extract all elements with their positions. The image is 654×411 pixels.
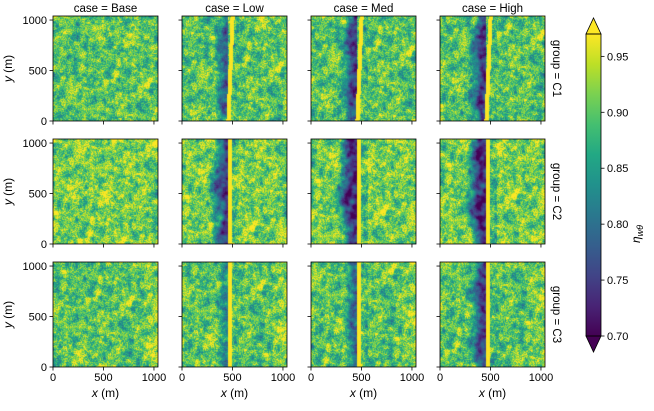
x-axis-label: x (m) <box>220 386 248 400</box>
heatmap-image <box>311 16 416 121</box>
panel-frame <box>52 15 159 122</box>
row-title: group = C3 <box>550 286 562 343</box>
row-title: group = C1 <box>550 40 562 97</box>
colorbar-tick-label: 0.75 <box>607 275 628 287</box>
x-tick-label: 1000 <box>271 372 295 384</box>
colorbar-gradient <box>586 34 601 336</box>
y-tick-label: 1000 <box>23 15 47 27</box>
panel-frame <box>181 138 288 245</box>
colorbar-tick-label: 0.85 <box>607 163 628 175</box>
y-axis-label: y (m) <box>1 55 15 83</box>
colorbar-tick-label: 0.80 <box>607 219 628 231</box>
y-tick-label: 0 <box>41 239 47 251</box>
panel-frame <box>52 261 159 368</box>
y-tick-label: 1000 <box>23 138 47 150</box>
x-tick-label: 500 <box>481 372 499 384</box>
panel-frame <box>439 138 546 245</box>
column-title: case = Med <box>334 3 394 15</box>
heatmap-panel-c2-high <box>436 138 546 248</box>
heatmap-panel-c3-base <box>49 261 159 371</box>
x-axis-label: x (m) <box>349 386 377 400</box>
heatmap-image <box>182 16 287 121</box>
colorbar-label: ηwθ <box>629 225 645 243</box>
heatmap-image <box>182 262 287 367</box>
y-tick-label: 500 <box>29 66 47 78</box>
panel-frame <box>181 15 288 122</box>
panel-frame <box>439 261 546 368</box>
colorbar-extend-max <box>585 17 602 35</box>
panel-frame <box>310 15 417 122</box>
heatmap-panel-c2-med <box>307 138 417 248</box>
panel-frame <box>439 15 546 122</box>
panel-frame <box>52 138 159 245</box>
heatmap-image <box>440 139 545 244</box>
heatmap-panel-c1-base <box>49 15 159 125</box>
heatmap-image <box>440 262 545 367</box>
x-tick-label: 1000 <box>529 372 553 384</box>
x-axis-label: x (m) <box>478 386 506 400</box>
x-tick-label: 1000 <box>400 372 424 384</box>
colorbar-extend-min <box>585 335 602 353</box>
y-axis-label: y (m) <box>1 178 15 206</box>
heatmap-image <box>53 262 158 367</box>
y-tick-label: 1000 <box>23 261 47 273</box>
colorbar-tick-label: 0.95 <box>607 51 628 63</box>
x-tick-label: 500 <box>223 372 241 384</box>
heatmap-panel-c1-low <box>178 15 288 125</box>
panel-frame <box>310 138 417 245</box>
y-tick-label: 0 <box>41 362 47 374</box>
heatmap-panel-c1-med <box>307 15 417 125</box>
colorbar-tick-label: 0.70 <box>607 331 628 343</box>
x-tick-label: 0 <box>50 372 56 384</box>
heatmap-panel-c3-high <box>436 261 546 371</box>
x-tick-label: 500 <box>94 372 112 384</box>
y-tick-label: 500 <box>29 312 47 324</box>
x-axis-label: x (m) <box>91 386 119 400</box>
x-tick-label: 1000 <box>142 372 166 384</box>
heatmap-panel-c3-med <box>307 261 417 371</box>
heatmap-image <box>182 139 287 244</box>
column-title: case = Low <box>205 3 264 15</box>
row-title: group = C2 <box>550 163 562 220</box>
y-tick-label: 500 <box>29 189 47 201</box>
x-tick-label: 0 <box>437 372 443 384</box>
x-tick-label: 500 <box>352 372 370 384</box>
heatmap-image <box>53 16 158 121</box>
panel-frame <box>310 261 417 368</box>
y-axis-label: y (m) <box>1 301 15 329</box>
column-title: case = High <box>462 3 523 15</box>
x-tick-label: 0 <box>308 372 314 384</box>
heatmap-panel-c3-low <box>178 261 288 371</box>
heatmap-image <box>53 139 158 244</box>
colorbar-frame <box>585 33 602 337</box>
heatmap-image <box>311 262 416 367</box>
column-title: case = Base <box>74 3 138 15</box>
colorbar-tick-label: 0.90 <box>607 107 628 119</box>
x-tick-label: 0 <box>179 372 185 384</box>
heatmap-image <box>311 139 416 244</box>
heatmap-panel-c1-high <box>436 15 546 125</box>
panel-frame <box>181 261 288 368</box>
heatmap-panel-c2-base <box>49 138 159 248</box>
heatmap-image <box>440 16 545 121</box>
heatmap-panel-c2-low <box>178 138 288 248</box>
y-tick-label: 0 <box>41 116 47 128</box>
